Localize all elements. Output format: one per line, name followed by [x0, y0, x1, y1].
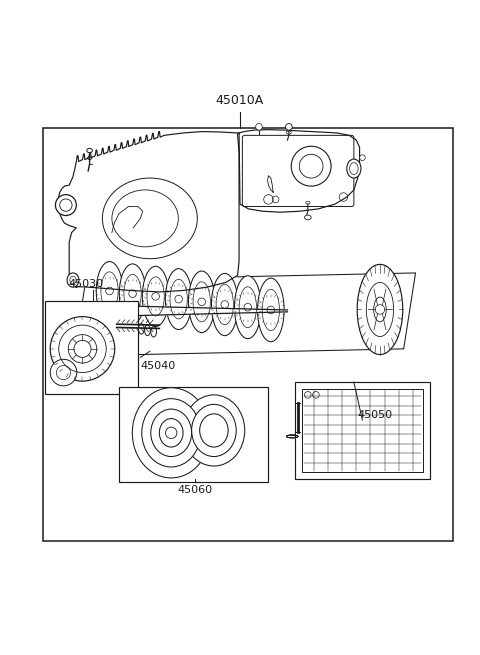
Polygon shape [96, 305, 288, 316]
Polygon shape [267, 176, 273, 193]
Ellipse shape [347, 159, 361, 178]
Ellipse shape [120, 264, 146, 324]
Ellipse shape [87, 149, 93, 153]
Bar [46, 301, 138, 394]
Ellipse shape [151, 409, 192, 457]
Ellipse shape [235, 276, 261, 339]
Text: 45040: 45040 [140, 361, 176, 371]
Ellipse shape [143, 267, 169, 326]
Text: 45010A: 45010A [216, 94, 264, 107]
Polygon shape [59, 132, 239, 292]
Bar [295, 382, 430, 479]
Ellipse shape [304, 215, 311, 220]
Circle shape [56, 195, 76, 215]
Ellipse shape [357, 265, 403, 354]
Circle shape [360, 155, 365, 160]
Circle shape [375, 305, 384, 314]
Circle shape [286, 124, 292, 130]
Ellipse shape [183, 395, 245, 466]
Ellipse shape [192, 404, 236, 457]
Text: 45030: 45030 [68, 278, 103, 289]
Ellipse shape [200, 414, 228, 447]
Ellipse shape [166, 269, 192, 329]
Ellipse shape [258, 278, 284, 342]
Ellipse shape [159, 419, 183, 447]
Bar [43, 128, 454, 541]
Circle shape [50, 360, 77, 386]
Ellipse shape [96, 261, 123, 320]
Ellipse shape [212, 273, 238, 335]
Bar [119, 387, 268, 481]
Ellipse shape [132, 388, 210, 478]
Ellipse shape [67, 273, 79, 287]
Text: 45060: 45060 [178, 485, 213, 495]
Polygon shape [239, 130, 360, 212]
Ellipse shape [189, 271, 215, 333]
Circle shape [256, 124, 262, 130]
Ellipse shape [142, 399, 201, 467]
Text: 45050: 45050 [358, 410, 393, 420]
Polygon shape [74, 273, 416, 356]
Circle shape [50, 316, 115, 381]
